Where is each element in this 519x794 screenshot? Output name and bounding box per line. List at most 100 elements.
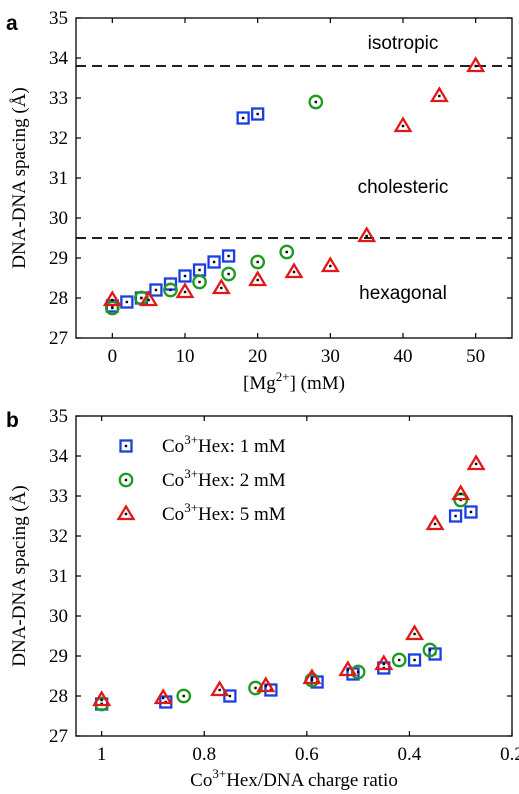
phase-label: cholesteric <box>358 177 449 198</box>
data-point <box>374 654 394 671</box>
legend-entry-label: Co3+Hex: 1 mM <box>162 432 286 457</box>
panel-b-legend: Co3+Hex: 1 mM Co3+Hex: 2 mM Co3+Hex: 5 mM <box>116 432 286 525</box>
y-tick-label: 27 <box>49 328 68 349</box>
data-point <box>357 226 377 243</box>
data-point <box>221 266 236 282</box>
data-point <box>102 290 122 307</box>
panel-b-x-axis-title: Co3+Hex/DNA charge ratio <box>190 766 398 791</box>
panel-a-x-axis-title: [Mg2+] (mM) <box>243 369 345 394</box>
data-point <box>422 642 438 658</box>
data-point <box>429 86 449 103</box>
y-tick-label: 35 <box>49 8 68 29</box>
data-point <box>320 256 340 273</box>
data-point <box>153 688 173 705</box>
panel-b-label: b <box>6 409 19 432</box>
x-tick-label: 50 <box>466 346 485 367</box>
data-point <box>302 668 322 685</box>
panel-b-x-ticks: 1 0.8 0.6 0.4 0.2 <box>97 416 519 765</box>
y-tick-label: 32 <box>49 128 68 149</box>
data-point <box>210 680 230 697</box>
data-point <box>192 263 207 277</box>
y-tick-label: 34 <box>49 446 69 467</box>
data-point <box>92 690 112 707</box>
x-tick-label: 0.6 <box>295 744 319 765</box>
y-tick-label: 29 <box>49 248 68 269</box>
phase-label: isotropic <box>368 33 439 54</box>
panel-b: b 27 28 29 30 31 32 33 34 35 1 0.8 0.6 0.4 0.2 Co3+H… <box>6 406 519 791</box>
data-point <box>350 664 366 680</box>
data-point <box>248 680 263 696</box>
data-point <box>176 688 192 704</box>
y-tick-label: 32 <box>49 526 68 547</box>
y-tick-label: 31 <box>49 566 68 587</box>
data-point <box>308 94 324 110</box>
x-tick-label: 0.4 <box>398 744 422 765</box>
data-point <box>464 505 478 519</box>
panel-b-plot-frame <box>75 415 513 737</box>
panel-a-y-axis-title: DNA-DNA spacing (Å) <box>9 87 30 269</box>
panel-a-label: a <box>6 12 18 35</box>
panel-b-data-points <box>92 454 486 712</box>
y-tick-label: 28 <box>49 686 68 707</box>
y-tick-label: 30 <box>49 208 68 229</box>
data-point <box>393 116 413 133</box>
legend-marker <box>116 504 136 521</box>
x-tick-label: 10 <box>176 346 195 367</box>
y-tick-label: 35 <box>49 406 68 427</box>
y-tick-label: 30 <box>49 606 68 627</box>
data-point <box>221 249 236 263</box>
panel-b-y-axis-title: DNA-DNA spacing (Å) <box>9 485 30 667</box>
phase-labels: isotropic cholesteric hexagonal <box>358 33 449 304</box>
phase-label: hexagonal <box>359 283 447 304</box>
data-point <box>284 262 304 279</box>
data-point <box>192 274 207 290</box>
data-point <box>207 255 221 269</box>
y-tick-label: 33 <box>49 486 68 507</box>
x-tick-label: 30 <box>321 346 340 367</box>
data-point <box>175 282 195 299</box>
panel-a-y-ticks: 27 28 29 30 31 32 33 34 35 <box>49 8 512 349</box>
data-point <box>211 278 231 295</box>
data-point <box>250 254 266 270</box>
data-point <box>466 454 486 471</box>
series-triangle <box>102 56 486 307</box>
legend-marker <box>118 472 134 488</box>
x-tick-label: 0 <box>108 346 118 367</box>
data-point <box>466 56 486 73</box>
panel-a-x-ticks: 0 10 20 30 40 50 <box>108 18 485 367</box>
data-point <box>149 283 163 297</box>
series-circle <box>104 94 324 316</box>
data-point <box>405 624 425 641</box>
data-point <box>236 111 250 125</box>
y-tick-label: 29 <box>49 646 68 667</box>
x-tick-label: 0.8 <box>192 744 216 765</box>
data-point <box>178 269 192 283</box>
series-square <box>94 505 478 711</box>
data-point <box>251 107 265 121</box>
panel-a-data-points <box>102 56 486 316</box>
data-point <box>448 509 463 523</box>
legend-entry-label: Co3+Hex: 2 mM <box>162 466 286 491</box>
data-point <box>407 653 422 667</box>
data-point <box>425 514 445 531</box>
data-point <box>104 300 120 316</box>
data-point <box>279 244 295 260</box>
x-tick-label: 1 <box>97 744 107 765</box>
phase-boundaries <box>76 65 512 239</box>
series-triangle <box>92 454 486 707</box>
data-point <box>391 652 407 668</box>
panel-b-y-ticks: 27 28 29 30 31 32 33 34 35 <box>49 406 512 747</box>
y-tick-label: 27 <box>49 726 68 747</box>
data-point <box>248 270 268 287</box>
data-point <box>120 295 134 309</box>
y-tick-label: 28 <box>49 288 68 309</box>
y-tick-label: 33 <box>49 88 68 109</box>
x-tick-label: 20 <box>248 346 267 367</box>
x-tick-label: 40 <box>394 346 413 367</box>
series-square <box>105 107 265 313</box>
data-point <box>451 484 471 501</box>
data-point <box>338 660 358 677</box>
data-point <box>139 290 159 307</box>
data-point <box>256 676 276 693</box>
